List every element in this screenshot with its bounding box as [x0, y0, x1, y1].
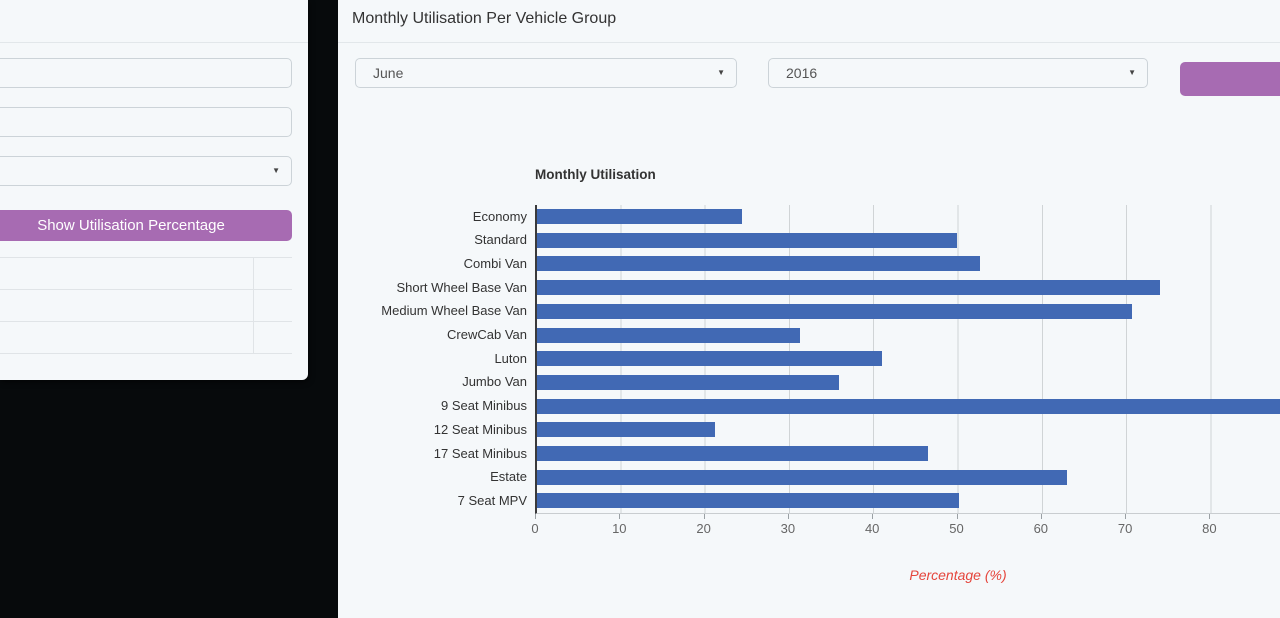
x-tick-mark	[1040, 514, 1042, 519]
table-cell-divider	[253, 322, 254, 353]
year-dropdown-value: 2016	[786, 65, 818, 81]
x-tick-mark	[1209, 514, 1211, 519]
chart-bar	[537, 469, 1067, 485]
show-utilisation-percentage-button[interactable]: Show Utilisation Percentage	[0, 210, 292, 241]
chart-bar	[537, 398, 1280, 414]
category-label: Combi Van	[463, 255, 527, 271]
x-tick-label: 70	[1117, 521, 1133, 536]
chart-bar	[537, 209, 742, 224]
x-tick-label: 40	[864, 521, 880, 536]
chart-bar	[537, 303, 1132, 319]
x-tick-mark	[535, 514, 536, 519]
x-tick-mark	[1125, 514, 1127, 519]
chart-bar	[537, 422, 715, 438]
monthly-utilisation-panel: Monthly Utilisation Per Vehicle Group Ju…	[338, 0, 1280, 618]
category-label: 17 Seat Minibus	[433, 445, 527, 461]
x-tick-label: 0	[531, 521, 539, 536]
category-label: 7 Seat MPV	[457, 492, 527, 508]
chevron-down-icon: ▼	[717, 68, 725, 77]
x-tick-label: 50	[949, 521, 964, 536]
category-label: 12 Seat Minibus	[433, 421, 527, 437]
x-tick-mark	[703, 514, 705, 519]
table-cell-divider	[253, 258, 254, 289]
chart-bar	[537, 327, 800, 343]
table-cell-divider	[253, 290, 254, 321]
month-dropdown[interactable]: June ▼	[355, 58, 737, 88]
chart-bar	[537, 351, 882, 367]
category-label: Short Wheel Base Van	[396, 279, 527, 295]
chart-title: Monthly Utilisation	[535, 167, 656, 182]
chart-action-button[interactable]	[1180, 62, 1280, 96]
category-label: Jumbo Van	[462, 374, 527, 390]
year-dropdown[interactable]: 2016 ▼	[768, 58, 1148, 88]
category-label: CrewCab Van	[447, 327, 527, 342]
left-panel-table	[0, 257, 292, 354]
x-tick-mark	[619, 514, 621, 519]
table-row	[0, 290, 292, 322]
category-label: Estate	[490, 469, 527, 485]
x-axis-label: Percentage (%)	[909, 567, 1007, 583]
chart-bar	[537, 374, 839, 390]
left-panel-header	[0, 0, 308, 43]
chart-bar	[537, 280, 1160, 296]
category-label: Luton	[494, 350, 527, 366]
page-title: Monthly Utilisation Per Vehicle Group	[352, 10, 617, 27]
month-dropdown-value: June	[373, 65, 404, 81]
left-panel-input-2[interactable]	[0, 107, 292, 137]
left-panel-dropdown[interactable]: ▼	[0, 156, 292, 186]
category-label: Standard	[474, 232, 527, 248]
x-tick-label: 80	[1202, 521, 1217, 536]
x-tick-mark	[787, 514, 789, 519]
category-label: Economy	[472, 208, 527, 224]
left-panel-input-1[interactable]	[0, 58, 292, 88]
x-tick-mark	[956, 514, 958, 519]
x-tick-mark	[872, 514, 874, 519]
main-panel-header: Monthly Utilisation Per Vehicle Group	[338, 0, 1280, 43]
chart-bar	[537, 256, 980, 272]
x-tick-label: 30	[780, 521, 796, 536]
category-label: Medium Wheel Base Van	[381, 303, 527, 319]
left-panel: ▼ Show Utilisation Percentage	[0, 0, 308, 380]
chevron-down-icon: ▼	[272, 166, 280, 175]
table-row	[0, 322, 292, 354]
chevron-down-icon: ▼	[1128, 68, 1136, 77]
table-row	[0, 258, 292, 290]
x-tick-label: 10	[612, 521, 627, 536]
x-tick-label: 60	[1033, 521, 1049, 536]
category-label: 9 Seat Minibus	[441, 398, 527, 414]
chart-bar	[537, 232, 957, 248]
chart-bar	[537, 446, 928, 461]
x-tick-label: 20	[696, 521, 711, 536]
chart-plot-area	[535, 205, 1280, 514]
chart-bar	[537, 493, 959, 509]
